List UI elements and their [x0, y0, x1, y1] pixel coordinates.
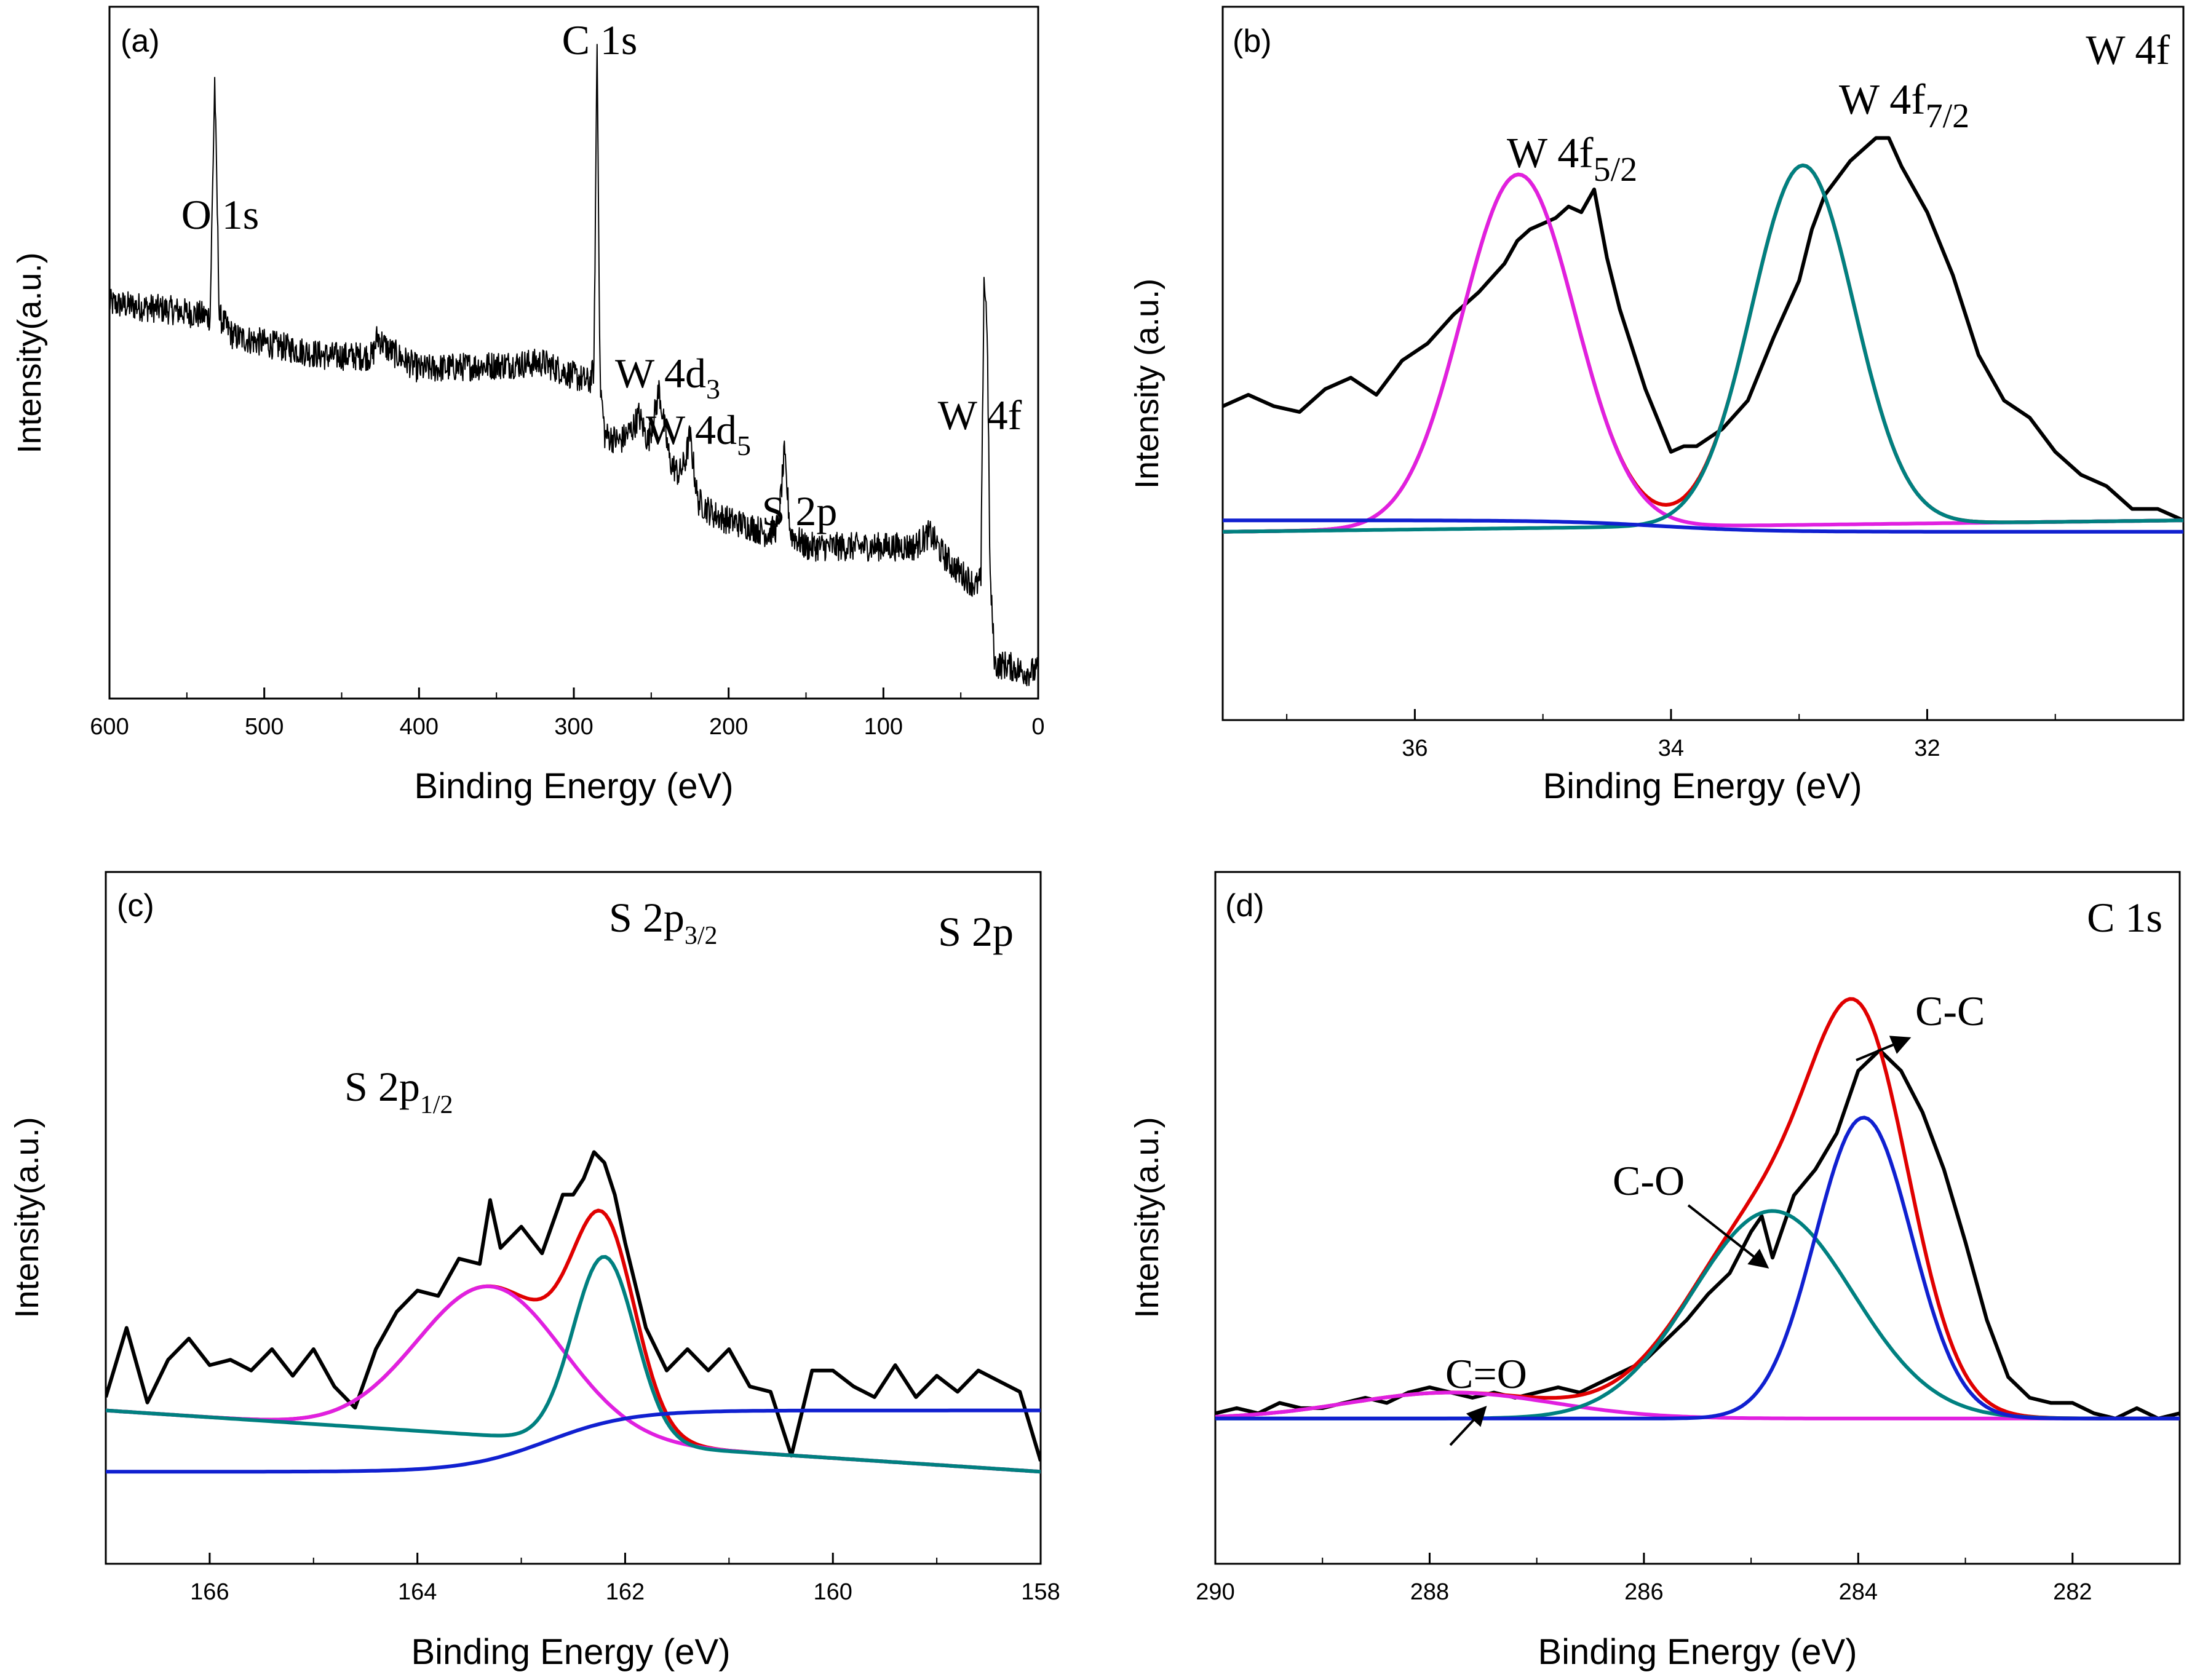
panel-a-label-o1s: O 1s	[181, 191, 260, 238]
panel-a: 600 500 400 300 200 100 0 (a) Binding Energy (…	[11, 6, 1045, 806]
panel-a-label-w4d5-main: W 4d	[646, 406, 737, 453]
panel-c-label-s2p32: S 2p3/2	[609, 894, 718, 950]
panel-d-xtick-label: 290	[1196, 1579, 1234, 1605]
panel-a-xtick-label: 300	[554, 714, 593, 740]
panel-a-xtick-label: 600	[90, 714, 129, 740]
panel-b-label-w4f52-main: W 4f	[1507, 130, 1594, 177]
panel-d-label-c-o-double: C=O	[1445, 1350, 1527, 1397]
panel-c-ticks: 166 164 162 160 158	[105, 1553, 1060, 1605]
panel-d-ticks: 290 288 286 284 282	[1196, 1553, 2180, 1605]
panel-d-c-c-arrow	[1856, 1036, 1912, 1061]
panel-c-xtick-label: 164	[398, 1579, 437, 1605]
panel-b-label-w4f52: W 4f5/2	[1507, 130, 1637, 189]
panel-a-ylabel: Intensity(a.u.)	[11, 252, 48, 453]
panel-a-label-w4d3-sub: 3	[706, 373, 720, 405]
panel-c-label-s2p32-main: S 2p	[609, 894, 685, 941]
panel-b-label-w4f72: W 4f7/2	[1839, 76, 1969, 135]
panel-c-ylabel: Intensity(a.u.)	[9, 1117, 46, 1318]
panel-a-label-w4d5: W 4d5	[646, 406, 751, 461]
panel-c-label-s2p32-sub: 3/2	[685, 922, 718, 950]
panel-d-arrows	[1449, 1036, 1912, 1446]
panel-b-series-raw-data	[1223, 136, 2183, 522]
panel-b-xtick-label: 34	[1658, 735, 1684, 761]
panel-d: 290 288 286 284 282 (d) C 1s Binding Energy …	[1129, 871, 2181, 1672]
panel-c-label-s2p12-sub: 1/2	[420, 1091, 453, 1119]
panel-c-xtick-label: 166	[190, 1579, 229, 1605]
panel-c-xtick-label: 162	[606, 1579, 645, 1605]
panel-b-series-envelope-fit	[1223, 163, 2183, 534]
panel-b-frame	[1221, 6, 2185, 721]
panel-a-label-w4d3-main: W 4d	[615, 350, 706, 397]
panel-b-ticks: 36 34 32	[1286, 709, 2184, 761]
panel-b-label-w4f52-sub: 5/2	[1594, 151, 1638, 189]
panel-b-xtick-label: 36	[1402, 735, 1428, 761]
panel-b-label-w4f72-main: W 4f	[1839, 76, 1926, 124]
panel-b: 36 34 32 (b) W 4f Binding Energy (eV) Inte…	[1129, 6, 2185, 806]
panel-a-xtick-label: 200	[709, 714, 748, 740]
panel-b-letter: (b)	[1233, 23, 1272, 59]
panel-c-series-s-2p3-2-component	[106, 1254, 1041, 1474]
panel-d-series-c-c-component	[1215, 1115, 2180, 1420]
panel-c-series	[106, 1150, 1041, 1474]
panel-a-label-w4d5-sub: 5	[737, 430, 751, 461]
panel-d-c-o-arrow	[1687, 1204, 1769, 1269]
panel-d-xtick-label: 286	[1624, 1579, 1663, 1605]
panel-c-title: S 2p	[938, 908, 1014, 955]
panel-a-label-s2p: S 2p	[762, 488, 838, 534]
panel-d-series-c-o-component	[1215, 1390, 2180, 1420]
panel-c: 166 164 162 160 158 (c) S 2p Binding Energy …	[9, 871, 1060, 1672]
panel-d-xtick-label: 288	[1410, 1579, 1449, 1605]
panel-d-xtick-label: 282	[2053, 1579, 2092, 1605]
panel-d-title: C 1s	[2087, 894, 2162, 941]
panel-a-series	[109, 44, 1038, 687]
panel-b-label-w4f72-sub: 7/2	[1926, 97, 1970, 135]
panel-c-xlabel: Binding Energy (eV)	[411, 1632, 730, 1672]
panel-a-xtick-label: 500	[245, 714, 284, 740]
panel-a-xtick-label: 0	[1031, 714, 1044, 740]
panel-d-series-c-o-component	[1215, 1209, 2180, 1420]
panel-d-xtick-label: 284	[1839, 1579, 1878, 1605]
panel-d-c-o-double-arrow	[1449, 1406, 1487, 1446]
panel-d-xlabel: Binding Energy (eV)	[1538, 1632, 1857, 1672]
panel-c-series-raw-data	[106, 1150, 1041, 1462]
panel-a-label-c1s: C 1s	[562, 17, 638, 63]
panel-d-series-envelope-fit	[1215, 997, 2180, 1420]
panel-c-label-s2p12: S 2p1/2	[344, 1063, 453, 1119]
panel-a-xtick-label: 400	[400, 714, 439, 740]
panel-b-series	[1223, 136, 2183, 534]
panel-a-xlabel: Binding Energy (eV)	[414, 766, 733, 806]
panel-c-series-s-2p1-2-component	[106, 1284, 1041, 1474]
panel-b-xtick-label: 32	[1914, 735, 1940, 761]
panel-c-series-background	[106, 1408, 1041, 1474]
panel-b-xlabel: Binding Energy (eV)	[1543, 766, 1862, 806]
panel-a-label-w4d3: W 4d3	[615, 350, 720, 405]
panel-a-frame	[108, 6, 1039, 700]
panel-c-xtick-label: 160	[814, 1579, 852, 1605]
panel-d-series-raw-data	[1215, 1048, 2180, 1420]
panel-d-letter: (d)	[1225, 888, 1265, 924]
panel-a-letter: (a)	[121, 23, 160, 59]
panel-c-xtick-label: 158	[1021, 1579, 1060, 1605]
panel-a-series-survey	[109, 44, 1038, 687]
panel-b-series-background	[1223, 518, 2183, 534]
panel-c-letter: (c)	[117, 888, 154, 924]
panel-d-ylabel: Intensity(a.u.)	[1129, 1117, 1165, 1318]
panel-d-label-c-o: C-O	[1613, 1157, 1685, 1204]
panel-a-label-w4f: W 4f	[938, 392, 1022, 438]
panel-a-ticks: 600 500 400 300 200 100 0	[90, 687, 1045, 740]
panel-c-label-s2p12-main: S 2p	[344, 1063, 420, 1110]
panel-b-series-w-4f5-2-component	[1223, 172, 2183, 534]
panel-c-frame	[105, 871, 1042, 1565]
panel-b-ylabel: Intensity (a.u.)	[1129, 279, 1165, 489]
panel-d-label-c-c: C-C	[1915, 988, 1985, 1034]
panel-b-title: W 4f	[2086, 26, 2170, 73]
panel-d-series	[1215, 997, 2180, 1420]
panel-d-frame	[1214, 871, 2181, 1565]
panel-b-series-w-4f7-2-component	[1223, 163, 2183, 534]
panel-a-xtick-label: 100	[864, 714, 903, 740]
